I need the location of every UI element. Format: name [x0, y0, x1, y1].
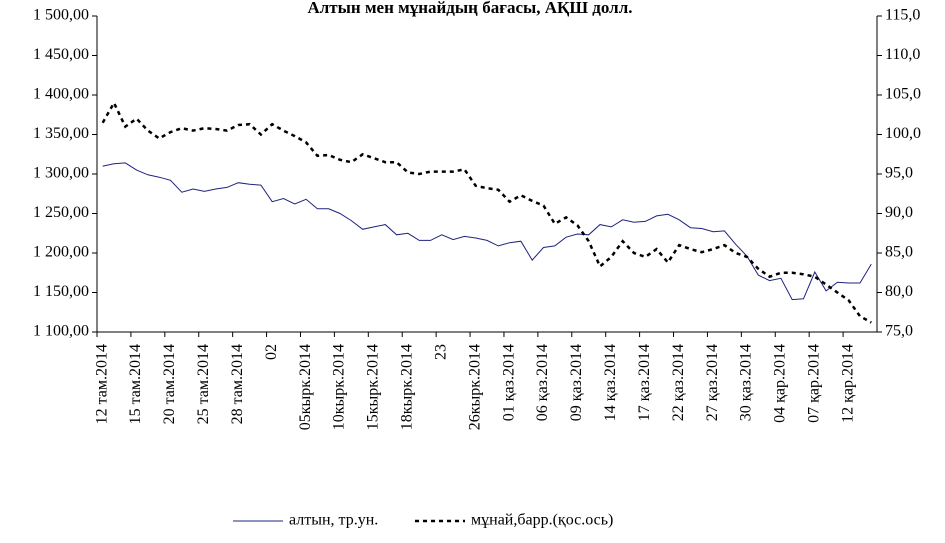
y-tick-label: 1 300,00	[33, 165, 89, 182]
y2-tick-label: 75,0	[885, 323, 913, 340]
y-tick-label: 1 450,00	[33, 46, 89, 63]
y2-tick-label: 100,0	[885, 125, 921, 142]
x-tick-label: 30 қаз.2014	[738, 344, 755, 421]
y2-tick-label: 105,0	[885, 86, 921, 103]
y-tick-label: 1 500,00	[33, 7, 89, 24]
y-tick-label: 1 200,00	[33, 244, 89, 261]
series-line	[101, 100, 872, 324]
y2-tick-label: 85,0	[885, 244, 913, 261]
legend-label: алтын, тр.ун.	[289, 512, 378, 529]
chart-title: Алтын мен мұнайдың бағасы, АҚШ долл.	[307, 0, 632, 17]
x-tick-label: 22 қаз.2014	[670, 344, 687, 421]
x-tick-label: 14 қаз.2014	[602, 344, 619, 421]
x-tick-label: 12 там.2014	[93, 344, 110, 424]
x-tick-label: 25 там.2014	[195, 344, 212, 424]
y2-tick-label: 90,0	[885, 204, 913, 221]
y-tick-label: 1 100,00	[33, 323, 89, 340]
x-tick-label: 05кырк.2014	[297, 344, 314, 430]
x-tick-label: 23	[432, 344, 449, 360]
y-tick-label: 1 150,00	[33, 283, 89, 300]
y-tick-label: 1 250,00	[33, 204, 89, 221]
x-tick-label: 17 қаз.2014	[636, 344, 653, 421]
x-tick-label: 18кырк.2014	[399, 344, 416, 430]
y-tick-label: 1 400,00	[33, 86, 89, 103]
y-tick-label: 1 350,00	[33, 125, 89, 142]
x-tick-label: 02	[263, 344, 280, 360]
legend-label: мұнай,барр.(қос.ось)	[471, 512, 613, 529]
x-tick-label: 27 қаз.2014	[704, 344, 721, 421]
y2-tick-label: 80,0	[885, 283, 913, 300]
x-tick-label: 04 қар.2014	[772, 344, 789, 423]
series-line	[102, 162, 872, 301]
y2-tick-label: 95,0	[885, 165, 913, 182]
x-tick-label: 28 там.2014	[229, 344, 246, 424]
y2-tick-label: 110,0	[885, 46, 920, 63]
x-tick-label: 26кырк.2014	[466, 344, 483, 430]
x-tick-label: 20 там.2014	[161, 344, 178, 424]
y2-tick-label: 115,0	[885, 7, 920, 24]
x-tick-label: 10кырк.2014	[331, 344, 348, 430]
x-tick-label: 06 қаз.2014	[534, 344, 551, 421]
x-tick-label: 09 қаз.2014	[568, 344, 585, 421]
x-tick-label: 15 там.2014	[127, 344, 144, 424]
x-tick-label: 12 қар.2014	[839, 344, 856, 423]
x-tick-label: 01 қаз.2014	[500, 344, 517, 421]
x-tick-label: 15кырк.2014	[365, 344, 382, 430]
x-tick-label: 07 қар.2014	[805, 344, 822, 423]
